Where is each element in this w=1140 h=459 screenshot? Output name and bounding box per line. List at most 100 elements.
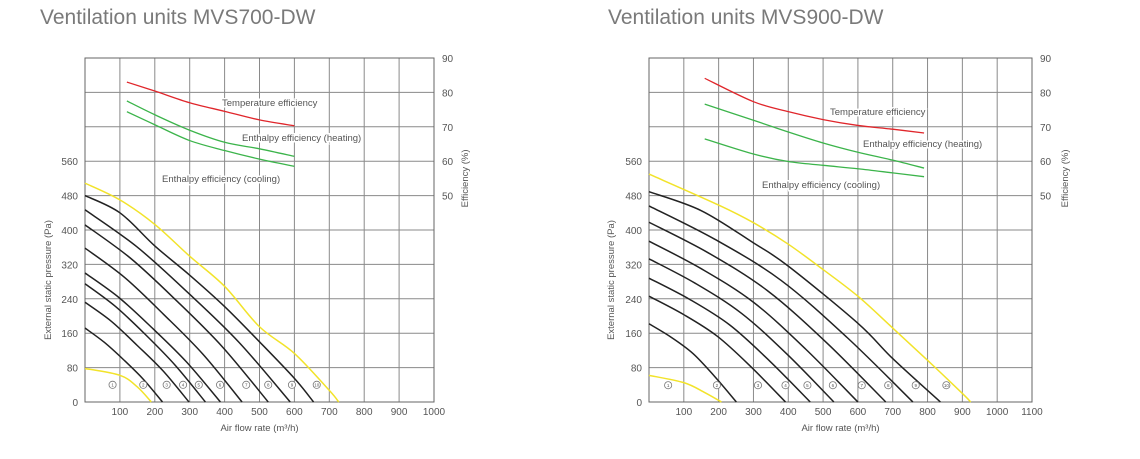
fan-curve-1 xyxy=(648,374,722,403)
curve-marker-8 xyxy=(264,380,273,389)
y2-tick-label: 80 xyxy=(442,88,454,99)
curve-marker-10 xyxy=(312,380,321,389)
y2-tick-label: 60 xyxy=(442,157,454,168)
x-tick-label: 400 xyxy=(780,407,797,418)
x-tick-label: 900 xyxy=(391,407,408,418)
x-tick-label: 1100 xyxy=(1021,407,1043,418)
fan-curve-3 xyxy=(648,295,787,403)
fan-curve-9 xyxy=(84,194,315,403)
chart-title-mvs700: Ventilation units MVS700-DW xyxy=(40,6,316,29)
efficiency-curve xyxy=(126,100,295,158)
y-axis-label: External static pressure (Pa) xyxy=(606,220,617,340)
x-tick-label: 1000 xyxy=(423,407,446,418)
efficiency-curve xyxy=(704,138,925,178)
x-tick-label: 900 xyxy=(954,407,971,418)
curve-marker-number: 9 xyxy=(914,383,917,388)
x-tick-label: 800 xyxy=(919,407,936,418)
fan-curve-3 xyxy=(84,301,190,403)
x-tick-label: 100 xyxy=(112,407,129,418)
y-tick-label: 160 xyxy=(61,329,78,340)
x-tick-label: 100 xyxy=(675,407,692,418)
x-tick-label: 700 xyxy=(321,407,338,418)
fan-curve-6 xyxy=(84,247,243,403)
x-axis-label: Air flow rate (m³/h) xyxy=(220,423,298,434)
curve-marker-number: 2 xyxy=(716,383,719,388)
x-tick-label: 200 xyxy=(146,407,163,418)
curve-marker-number: 7 xyxy=(245,383,248,388)
curve-marker-number: 9 xyxy=(291,383,294,388)
curve-marker-2 xyxy=(139,380,148,389)
chart-1: 100 200 300 400 500 600 700 800 900 1000 110008016… xyxy=(606,54,1071,434)
x-tick-label: 500 xyxy=(815,407,832,418)
curve-marker-number: 5 xyxy=(806,383,809,388)
plot-frame xyxy=(84,57,435,403)
fan-curve-5 xyxy=(648,258,835,403)
efficiency-curve xyxy=(126,111,295,167)
curve-marker-9 xyxy=(911,381,920,390)
curve-marker-9 xyxy=(287,380,296,389)
fan-curve-4 xyxy=(648,277,811,403)
curve-marker-5 xyxy=(803,381,812,390)
y-tick-label: 80 xyxy=(631,364,643,375)
efficiency-curve xyxy=(704,103,925,169)
curve-marker-number: 8 xyxy=(887,383,890,388)
x-tick-label: 800 xyxy=(356,407,373,418)
curve-marker-7 xyxy=(857,381,866,390)
y-tick-label: 80 xyxy=(67,364,79,375)
efficiency-curve xyxy=(126,81,295,127)
y2-tick-label: 80 xyxy=(1040,88,1052,99)
x-tick-label: 300 xyxy=(745,407,762,418)
y2-tick-label: 60 xyxy=(1040,157,1052,168)
curve-marker-8 xyxy=(884,381,893,390)
curve-marker-number: 6 xyxy=(219,383,222,388)
curve-marker-6 xyxy=(216,380,225,389)
fan-curve-7 xyxy=(648,221,887,403)
curve-marker-number: 1 xyxy=(667,383,670,388)
fan-curve-5 xyxy=(84,272,221,403)
y2-axis-label: Efficiency (%) xyxy=(1060,149,1071,207)
x-tick-label: 600 xyxy=(286,407,303,418)
y2-tick-label: 90 xyxy=(1040,54,1052,65)
curve-marker-number: 6 xyxy=(832,383,835,388)
y2-tick-label: 50 xyxy=(442,192,454,203)
efficiency-curve-label: Enthalpy efficiency (cooling) xyxy=(762,180,880,191)
y-tick-label: 240 xyxy=(61,295,78,306)
y-axis-label: External static pressure (Pa) xyxy=(43,220,54,340)
y-tick-label: 240 xyxy=(625,295,642,306)
efficiency-curve-label: Enthalpy efficiency (heating) xyxy=(863,139,982,150)
fan-curve-2 xyxy=(648,323,737,403)
y-tick-label: 480 xyxy=(61,192,78,203)
curve-marker-6 xyxy=(828,381,837,390)
curve-marker-4 xyxy=(781,381,790,390)
x-tick-label: 200 xyxy=(710,407,727,418)
curve-marker-1 xyxy=(664,381,673,390)
x-tick-label: 600 xyxy=(850,407,867,418)
y2-tick-label: 70 xyxy=(442,123,454,134)
curve-marker-number: 8 xyxy=(267,383,270,388)
curve-marker-number: 10 xyxy=(314,383,320,388)
y-tick-label: 560 xyxy=(61,157,78,168)
fan-curve-7 xyxy=(84,224,269,403)
curve-marker-7 xyxy=(242,380,251,389)
y-tick-label: 400 xyxy=(61,226,78,237)
x-tick-label: 400 xyxy=(216,407,233,418)
curve-marker-number: 10 xyxy=(944,383,950,388)
curve-marker-number: 4 xyxy=(182,383,185,388)
x-tick-label: 300 xyxy=(181,407,198,418)
fan-curve-6 xyxy=(648,240,859,403)
fan-curve-8 xyxy=(84,209,291,403)
curve-marker-2 xyxy=(712,381,721,390)
curve-marker-number: 5 xyxy=(198,383,201,388)
y2-tick-label: 50 xyxy=(1040,192,1052,203)
y-tick-label: 320 xyxy=(61,260,78,271)
efficiency-curve xyxy=(704,77,925,134)
curve-marker-3 xyxy=(162,380,171,389)
chart-0: 100 200 300 400 500 600 700 800 900 1000080160240… xyxy=(43,54,471,434)
curve-marker-number: 3 xyxy=(165,383,168,388)
curve-marker-number: 4 xyxy=(784,383,787,388)
fan-curve-1 xyxy=(84,367,152,403)
curve-marker-number: 3 xyxy=(757,383,760,388)
curve-marker-number: 2 xyxy=(142,383,145,388)
y-tick-label: 560 xyxy=(625,157,642,168)
